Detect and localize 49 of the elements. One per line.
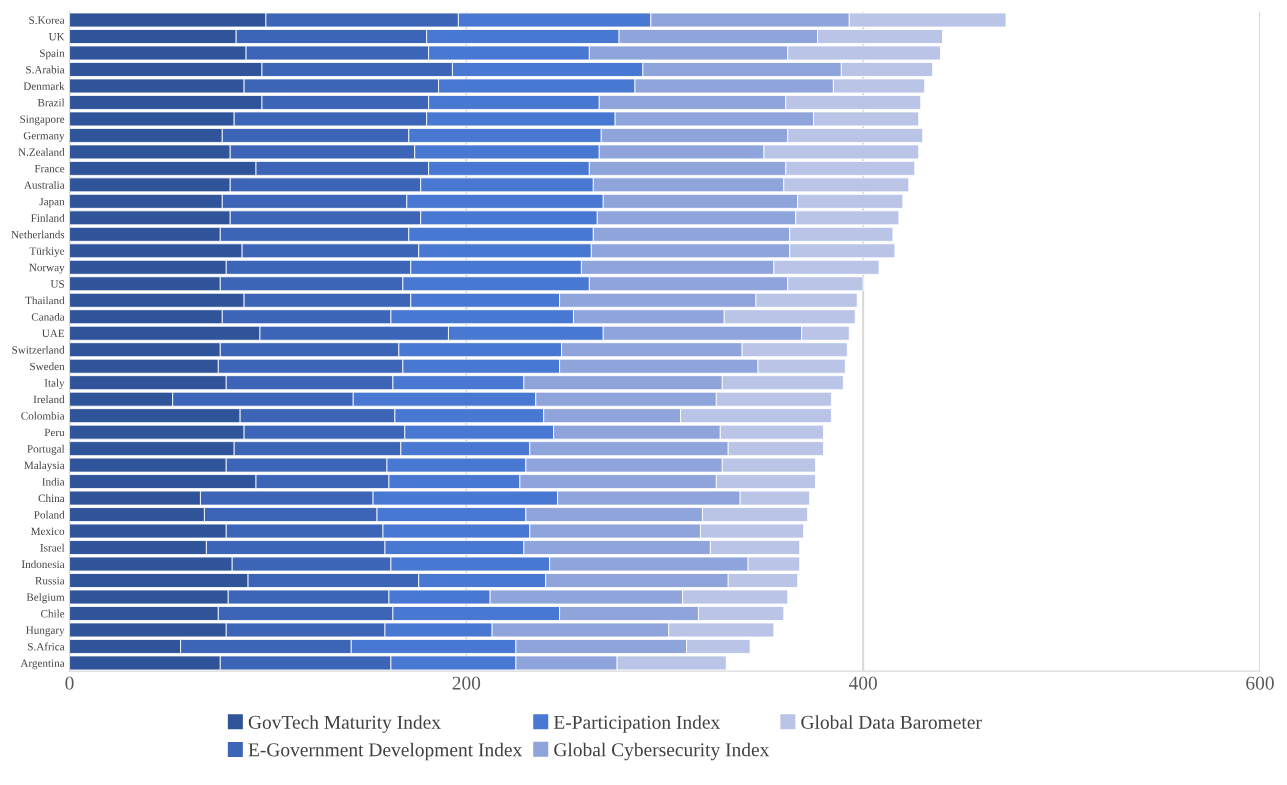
legend-label: GovTech Maturity Index	[248, 715, 441, 733]
y-tick-label: S.Korea	[29, 16, 65, 25]
y-tick-label: Singapore	[20, 115, 65, 126]
legend-label: E-Government Development Index	[248, 742, 523, 761]
y-tick-label: Chile	[41, 609, 65, 618]
y-tick-label: Türkiye	[29, 246, 65, 258]
y-tick-label: Peru	[44, 428, 65, 437]
y-tick-label: Mexico	[31, 527, 65, 536]
y-tick-label: Thailand	[25, 296, 65, 305]
y-tick-label: N.Zealand	[18, 148, 65, 156]
legend-label: Global Cybersecurity Index	[554, 742, 770, 761]
y-tick-label: Germany	[23, 131, 65, 142]
y-tick-label: Portugal	[27, 444, 65, 455]
x-tick-label: 600	[1246, 676, 1274, 690]
y-tick-label: China	[38, 494, 65, 503]
x-tick-label: 0	[65, 676, 74, 690]
y-tick-label: Japan	[39, 197, 65, 208]
y-tick-label: UK	[48, 33, 65, 41]
y-tick-label: S.Arabia	[26, 65, 65, 74]
y-tick-label: S.Africa	[28, 642, 65, 651]
legend-label: E-Participation Index	[553, 715, 720, 733]
y-tick-label: Malaysia	[24, 461, 65, 472]
y-tick-label: Spain	[40, 49, 65, 60]
y-tick-label: France	[34, 164, 65, 173]
y-tick-label: Indonesia	[21, 560, 65, 568]
y-tick-label: India	[42, 477, 65, 486]
y-tick-label: Belgium	[26, 593, 65, 604]
y-tick-label: US	[50, 280, 64, 288]
x-tick-label: 400	[848, 676, 877, 690]
y-tick-label: Argentina	[20, 659, 65, 670]
y-tick-label: Hungary	[26, 626, 65, 637]
y-tick-label: Poland	[34, 510, 65, 519]
y-tick-label: Sweden	[30, 362, 65, 371]
y-tick-label: UAE	[42, 329, 65, 338]
y-tick-label: Brazil	[37, 98, 65, 107]
y-tick-label: Norway	[29, 263, 65, 274]
y-tick-label: Netherlands	[11, 230, 65, 239]
y-tick-label: Russia	[35, 577, 65, 585]
y-tick-label: Denmark	[23, 82, 65, 90]
y-tick-label: Switzerland	[12, 345, 65, 354]
legend-label: Global Data Barometer	[801, 715, 982, 729]
x-tick-label: 200	[452, 676, 481, 690]
y-tick-label: Australia	[24, 181, 65, 189]
y-tick-label: Italy	[44, 378, 65, 389]
y-tick-label: Colombia	[21, 411, 65, 420]
y-tick-label: Canada	[31, 312, 65, 321]
y-tick-label: Israel	[40, 543, 65, 552]
y-tick-label: Ireland	[33, 395, 65, 404]
y-tick-label: Finland	[31, 213, 65, 222]
